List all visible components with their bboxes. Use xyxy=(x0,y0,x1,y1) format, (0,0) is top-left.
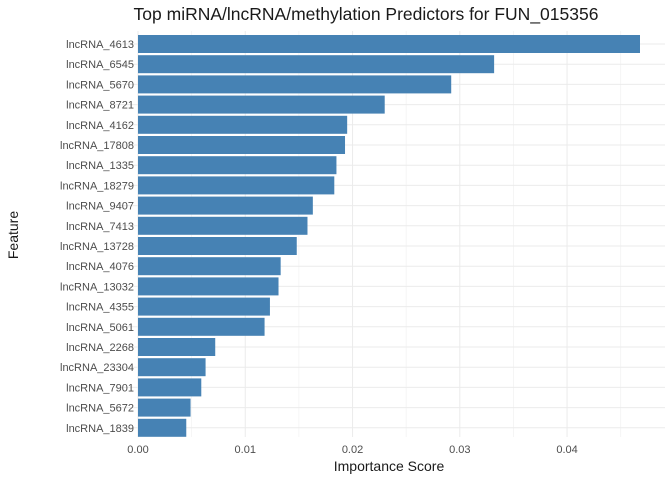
bar xyxy=(138,378,202,397)
y-tick-label: lncRNA_5672 xyxy=(66,403,134,415)
y-tick-label: lncRNA_17808 xyxy=(60,140,134,152)
y-tick-label: lncRNA_1335 xyxy=(66,160,134,172)
bar xyxy=(138,257,281,276)
y-tick-label: lncRNA_1839 xyxy=(66,423,134,435)
bar xyxy=(138,216,308,235)
bar xyxy=(138,156,337,175)
x-tick-label: 0.04 xyxy=(556,444,577,456)
bar xyxy=(138,338,216,356)
bar xyxy=(138,115,348,134)
bar xyxy=(138,297,270,316)
y-tick-label: lncRNA_9407 xyxy=(66,201,134,213)
y-tick-label: lncRNA_4162 xyxy=(66,120,134,132)
y-tick-label: lncRNA_18279 xyxy=(60,180,134,192)
x-axis-title: Importance Score xyxy=(334,458,445,474)
x-tick-label: 0.00 xyxy=(127,444,148,456)
y-tick-labels: lncRNA_4613 lncRNA_6545 lncRNA_5670 lncRNA_… xyxy=(60,39,134,435)
y-tick-label: lncRNA_4076 xyxy=(66,261,134,273)
x-tick-label: 0.02 xyxy=(342,444,363,456)
bar xyxy=(138,277,279,296)
bars xyxy=(138,35,640,437)
x-tick-label: 0.03 xyxy=(449,444,470,456)
y-tick-label: lncRNA_7413 xyxy=(66,221,134,233)
bar xyxy=(138,136,346,154)
chart-title: Top miRNA/lncRNA/methylation Predictors … xyxy=(134,4,599,25)
y-tick-label: lncRNA_13728 xyxy=(60,241,134,253)
y-tick-label: lncRNA_8721 xyxy=(66,100,134,112)
bar xyxy=(138,418,187,437)
y-tick-label: lncRNA_4355 xyxy=(66,302,134,314)
y-tick-label: lncRNA_5670 xyxy=(66,79,134,91)
y-tick-label: lncRNA_7901 xyxy=(66,382,134,394)
bar xyxy=(138,35,640,53)
y-axis-title: Feature xyxy=(5,211,21,259)
bar xyxy=(138,398,191,417)
bar xyxy=(138,196,313,215)
y-tick-label: lncRNA_5061 xyxy=(66,322,134,334)
bar xyxy=(138,317,265,336)
y-tick-label: lncRNA_13032 xyxy=(60,281,134,293)
bar xyxy=(138,358,206,377)
x-tick-labels: 0.00 0.01 0.02 0.03 0.04 xyxy=(127,444,577,456)
y-tick-label: lncRNA_6545 xyxy=(66,59,134,71)
y-tick-label: lncRNA_4613 xyxy=(66,39,134,51)
bar xyxy=(138,237,297,255)
bar xyxy=(138,55,495,74)
y-tick-label: lncRNA_2268 xyxy=(66,342,134,354)
bar xyxy=(138,95,385,114)
x-tick-label: 0.01 xyxy=(235,444,256,456)
bar xyxy=(138,176,335,195)
y-tick-label: lncRNA_23304 xyxy=(60,362,134,374)
bar xyxy=(138,75,452,94)
